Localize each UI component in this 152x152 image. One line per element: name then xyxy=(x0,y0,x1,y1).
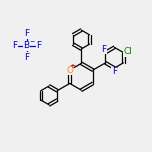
Text: O: O xyxy=(66,66,73,75)
Text: −: − xyxy=(29,38,34,43)
Text: F: F xyxy=(24,53,29,62)
Text: F: F xyxy=(24,29,29,38)
Text: F: F xyxy=(12,41,17,50)
Text: F: F xyxy=(112,67,117,76)
Text: F: F xyxy=(101,45,106,54)
Text: B: B xyxy=(24,41,30,50)
Text: F: F xyxy=(36,41,41,50)
Text: Cl: Cl xyxy=(123,47,132,56)
Text: +: + xyxy=(69,63,75,69)
